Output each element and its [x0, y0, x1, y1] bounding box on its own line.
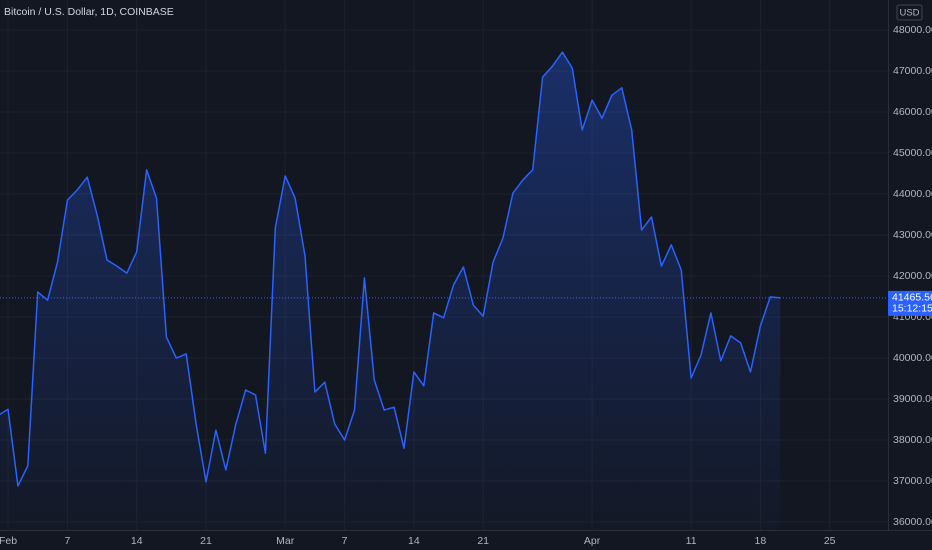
x-tick-label: 11	[686, 535, 697, 547]
y-tick-label: 40000.00	[893, 352, 932, 364]
y-tick-label: 38000.00	[893, 434, 932, 446]
y-tick-label: 43000.00	[893, 229, 932, 241]
plot	[0, 51, 888, 530]
last-price-label: 41465.56	[892, 292, 932, 304]
x-tick-label: 21	[200, 535, 212, 547]
x-tick-label: 21	[477, 535, 489, 547]
chart-title: Bitcoin / U.S. Dollar, 1D, COINBASE	[4, 6, 174, 18]
price-line	[0, 51, 781, 487]
last-price-tag	[888, 290, 932, 316]
y-tick-label: 44000.00	[893, 188, 932, 200]
y-tick-label: 39000.00	[893, 393, 932, 405]
y-tick-label: 46000.00	[893, 106, 932, 118]
x-tick-label: Apr	[584, 535, 601, 547]
x-tick-label: 18	[755, 535, 767, 547]
y-tick-label: 36000.00	[893, 516, 932, 528]
area-fill	[0, 52, 781, 530]
y-tick-label: 47000.00	[893, 65, 932, 77]
countdown-label: 15:12:15	[892, 303, 932, 315]
y-tick-label: 37000.00	[893, 475, 932, 487]
x-tick-label: 14	[408, 535, 420, 547]
y-tick-label: 42000.00	[893, 270, 932, 282]
x-tick-label: 7	[64, 535, 70, 547]
y-tick-label: 48000.00	[893, 24, 932, 36]
currency-label[interactable]: USD	[899, 8, 919, 19]
axes: 36000.00 37000.00 38000.00 39000.00 40000.00…	[0, 24, 932, 547]
x-tick-label: Mar	[276, 535, 295, 547]
x-tick-label: 14	[131, 535, 143, 547]
x-tick-label: 25	[824, 535, 836, 547]
x-tick-label: 7	[342, 535, 348, 547]
x-tick-label: Feb	[0, 535, 17, 547]
currency-box[interactable]	[896, 4, 923, 21]
y-tick-label: 45000.00	[893, 147, 932, 159]
